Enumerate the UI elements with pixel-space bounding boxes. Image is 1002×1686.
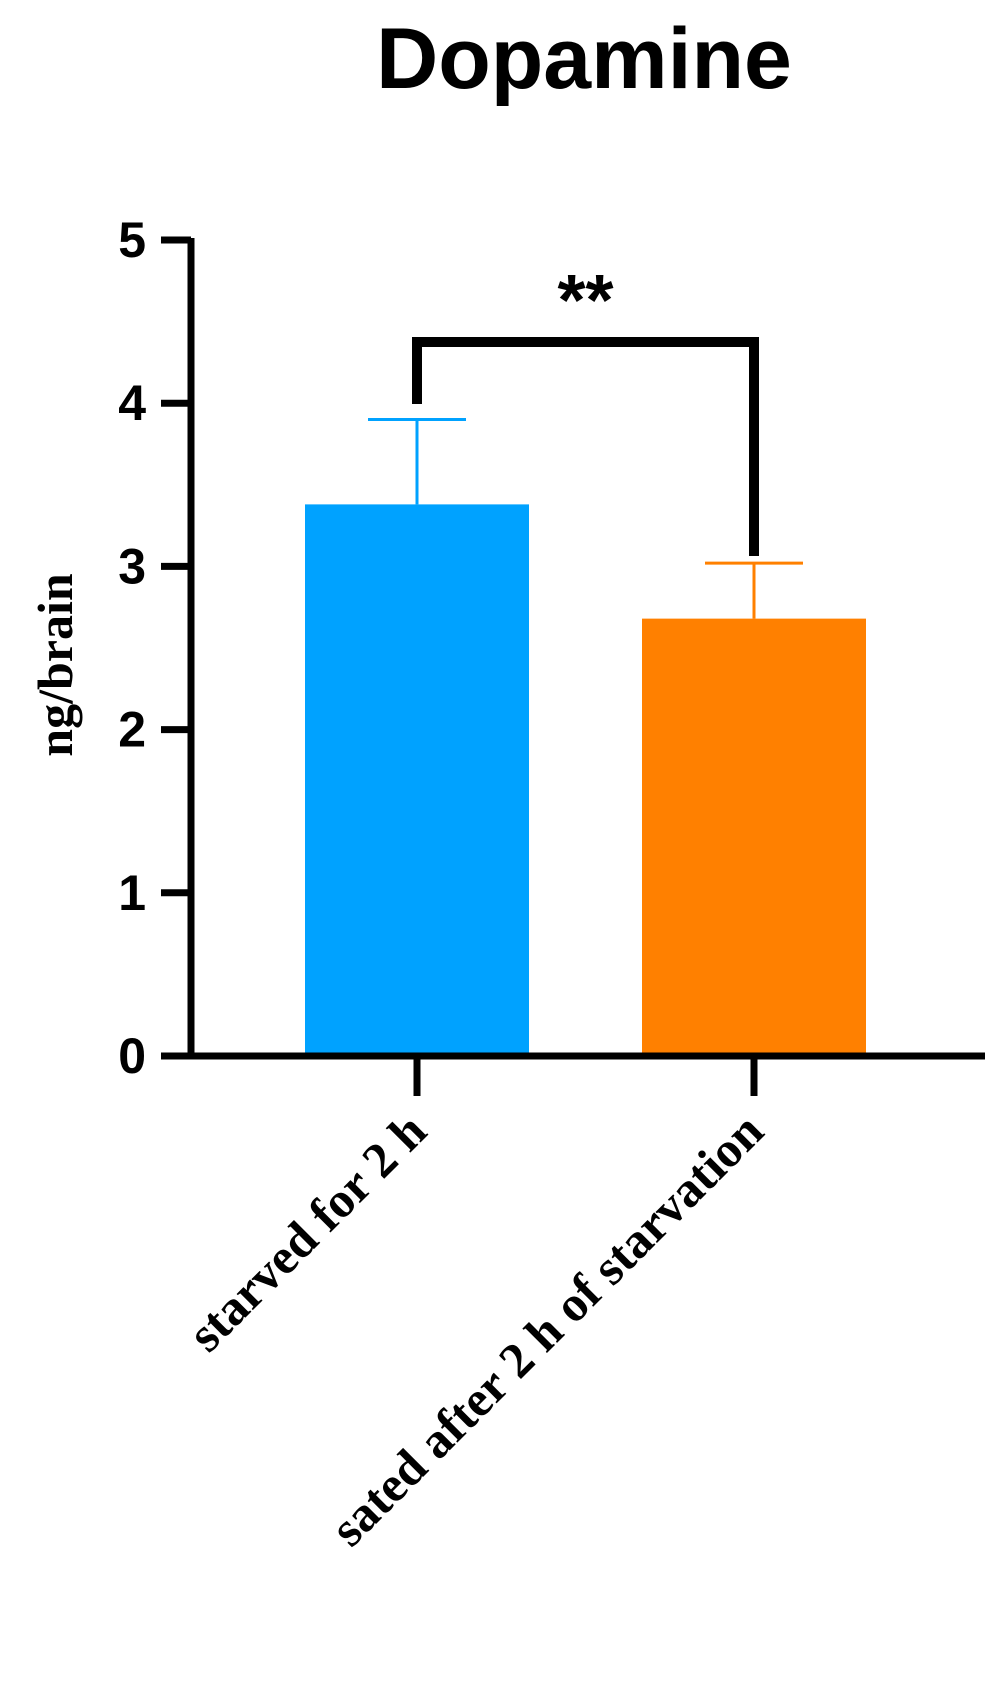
y-tick-label-3: 3 [118,538,146,594]
y-tick-label-0: 0 [118,1028,146,1084]
significance-bracket [412,337,759,556]
y-tick-label-1: 1 [118,865,146,921]
x-category-label-0: starved for 2 h [177,1102,437,1362]
chart-title: Dopamine [376,11,792,107]
y-tick-label-4: 4 [118,375,146,431]
bar-0 [305,504,529,1056]
y-tick-label-2: 2 [118,702,146,758]
significance-label: ** [557,261,613,341]
bar-1 [642,618,866,1056]
y-axis-label: ng/brain [27,573,83,757]
y-tick-label-5: 5 [118,212,146,268]
